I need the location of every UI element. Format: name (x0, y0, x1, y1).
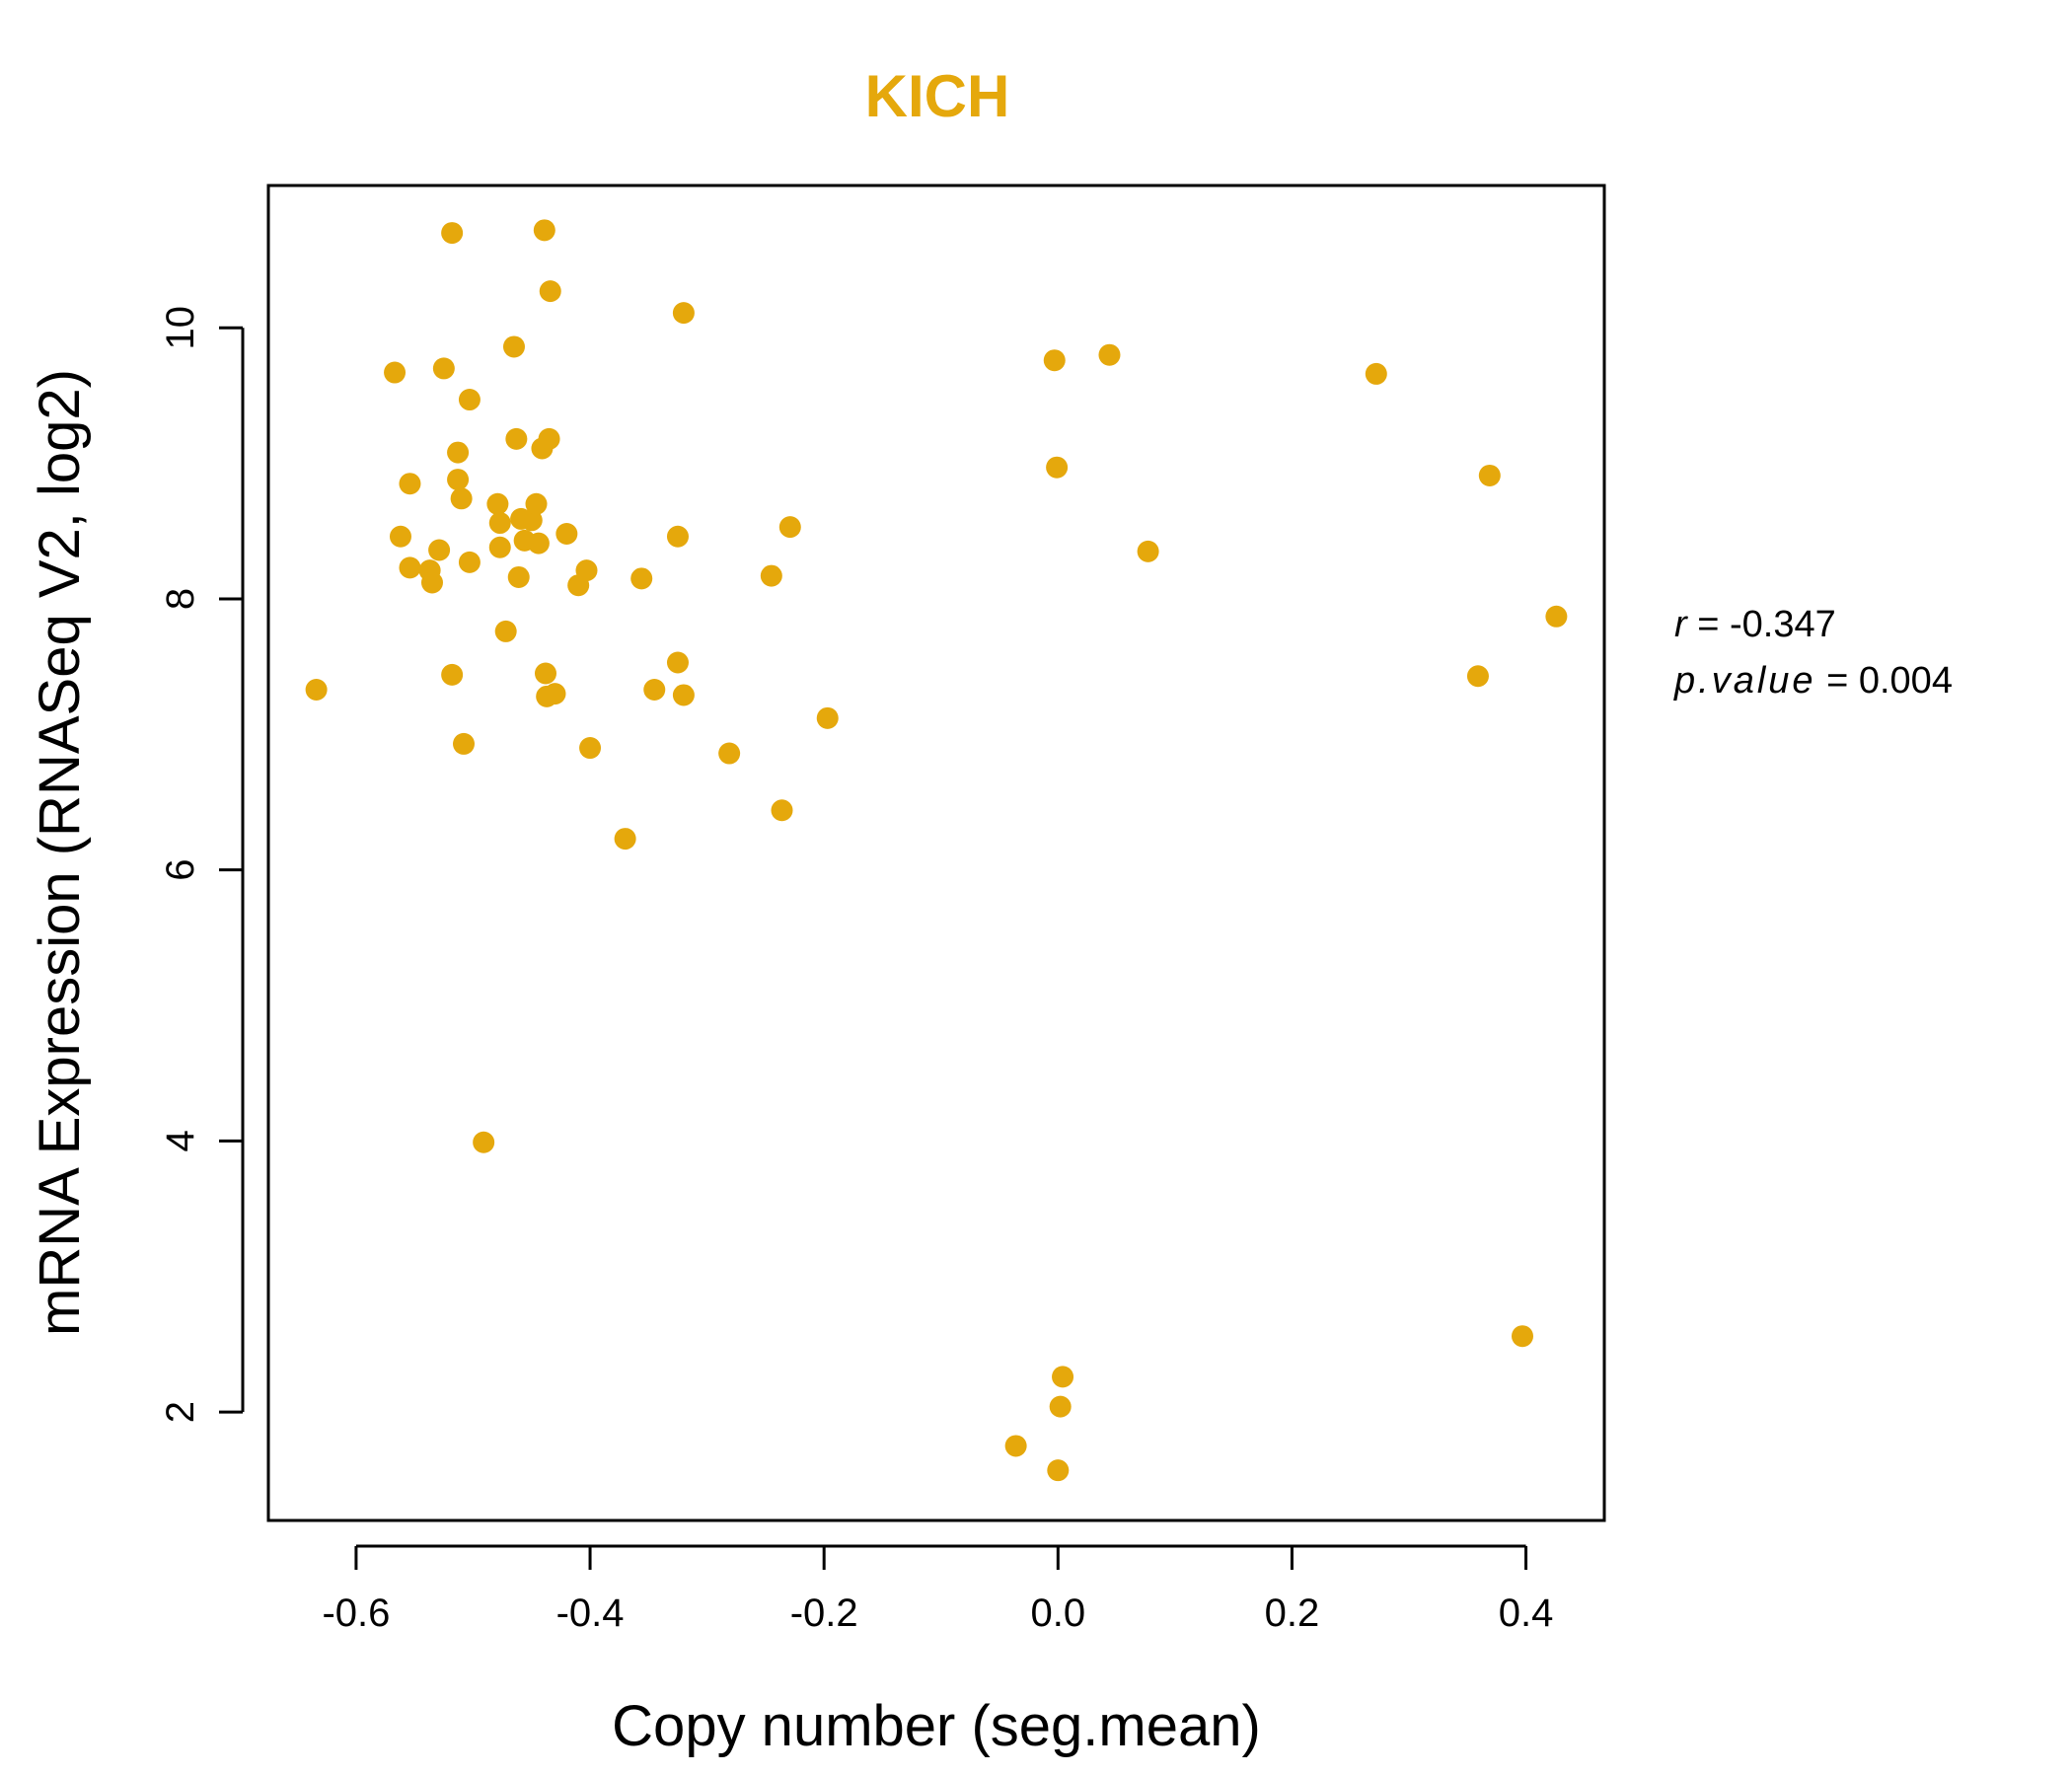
data-point (778, 516, 801, 539)
data-point (473, 1131, 495, 1153)
data-point (1512, 1325, 1534, 1348)
data-point (1004, 1435, 1027, 1457)
p-equals: = (1826, 660, 1859, 702)
data-point (1478, 464, 1501, 486)
data-point (505, 427, 528, 450)
data-point (575, 559, 598, 582)
data-point (488, 536, 511, 558)
data-point (441, 222, 464, 245)
data-point (384, 361, 407, 384)
chart-title: KICH (865, 63, 1010, 129)
data-point (1052, 1366, 1074, 1388)
data-point (447, 441, 470, 464)
data-point (672, 684, 695, 706)
data-point (771, 799, 793, 822)
data-point (399, 473, 421, 495)
data-point (672, 302, 695, 325)
data-point (494, 620, 517, 642)
x-axis: -0.6 -0.4 -0.2 0.0 0.2 0.4 (322, 1544, 1554, 1635)
y-axis: 2 4 6 8 10 (159, 306, 245, 1423)
data-point (614, 828, 636, 851)
data-point (1049, 1395, 1072, 1418)
data-point (389, 525, 411, 548)
data-point (507, 565, 530, 588)
data-point (1098, 343, 1121, 366)
data-point (544, 683, 566, 705)
data-point (538, 427, 560, 450)
r-label: r (1674, 604, 1688, 645)
data-point (533, 219, 555, 242)
data-point (1545, 605, 1568, 628)
data-point (458, 551, 481, 573)
data-point (1466, 665, 1489, 688)
data-point (305, 678, 328, 701)
data-points (305, 219, 1568, 1482)
data-point (420, 571, 443, 594)
r-value: -0.347 (1730, 604, 1836, 645)
y-axis-label: mRNA Expression (RNASeq V2, log2) (28, 369, 92, 1336)
data-point (486, 492, 509, 515)
x-tick-label: -0.6 (322, 1591, 390, 1635)
data-point (525, 492, 548, 515)
data-point (520, 509, 543, 532)
x-tick-label: 0.0 (1031, 1591, 1086, 1635)
y-tick-label: 6 (159, 859, 202, 881)
data-point (579, 737, 602, 760)
data-point (1365, 362, 1387, 385)
correlation-annotation: r = -0.347 (1674, 604, 1836, 645)
y-tick-label: 4 (159, 1130, 202, 1151)
data-point (458, 389, 481, 411)
x-axis-label: Copy number (seg.mean) (612, 1694, 1261, 1758)
data-point (488, 512, 511, 535)
data-point (450, 487, 473, 510)
x-tick-label: -0.4 (556, 1591, 625, 1635)
y-tick-label: 8 (159, 588, 202, 610)
y-tick-label: 10 (159, 306, 202, 350)
data-point (1046, 456, 1069, 479)
pvalue-annotation: p.value = 0.004 (1673, 660, 1953, 702)
x-tick-label: 0.2 (1265, 1591, 1320, 1635)
data-point (1047, 1459, 1070, 1482)
plot-frame (266, 184, 1606, 1522)
data-point (432, 357, 455, 380)
data-point (630, 567, 653, 590)
data-point (760, 564, 782, 587)
y-tick-label: 2 (159, 1401, 202, 1423)
data-point (428, 539, 451, 561)
data-point (447, 469, 470, 491)
data-point (441, 663, 464, 686)
r-equals: = (1697, 604, 1730, 645)
data-point (453, 732, 476, 755)
x-tick-label: -0.2 (790, 1591, 858, 1635)
x-tick-label: 0.4 (1499, 1591, 1554, 1635)
data-point (555, 523, 578, 546)
p-label: p.value (1673, 660, 1816, 702)
data-point (539, 280, 561, 303)
data-point (643, 678, 666, 701)
data-point (527, 532, 550, 555)
p-value: 0.004 (1859, 660, 1953, 702)
data-point (666, 651, 689, 674)
data-point (1043, 349, 1066, 372)
data-point (534, 662, 556, 685)
data-point (502, 335, 525, 358)
data-point (816, 706, 839, 729)
data-point (1137, 540, 1159, 562)
data-point (666, 525, 689, 548)
data-point (399, 556, 421, 579)
data-point (718, 742, 741, 765)
